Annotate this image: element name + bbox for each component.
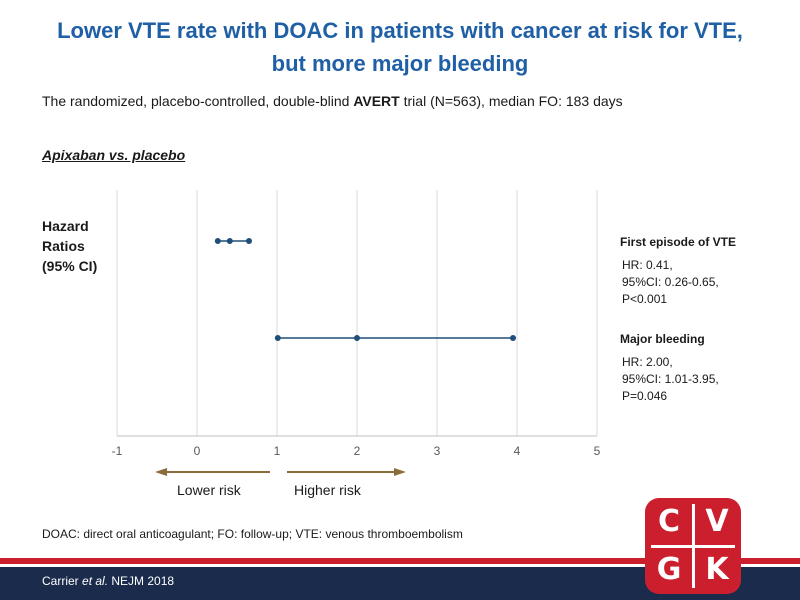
subtitle: The randomized, placebo-controlled, doub… [42,93,623,109]
logo-letter: K [705,552,729,587]
annotation-line: HR: 2.00, [622,355,673,369]
page-title: Lower VTE rate with DOAC in patients wit… [0,14,800,80]
annotation-line: 95%CI: 0.26-0.65, [622,275,719,289]
ci-lower-point [274,335,281,341]
title-line-1: Lower VTE rate with DOAC in patients wit… [57,18,743,43]
annotation-line: P<0.001 [622,292,668,306]
subtitle-post: trial (N=563), median FO: 183 days [399,93,623,109]
annotation-line: HR: 0.41, [622,258,673,272]
hr-point [354,335,360,341]
x-tick-label: 4 [514,444,521,458]
footnote: DOAC: direct oral anticoagulant; FO: fol… [42,527,463,541]
citation-italic: et al. [82,574,109,588]
y-label-line: Ratios [42,238,85,254]
annotation-line: P=0.046 [622,389,668,403]
higher-risk-arrow-head [394,468,406,476]
title-line-2: but more major bleeding [271,51,529,76]
x-tick-label: -1 [112,444,123,458]
logo-letter: C [657,504,681,539]
ci-upper-point [510,335,516,341]
cvgk-logo: C V G K [645,498,741,594]
citation: Carrier et al. NEJM 2018 [42,574,174,588]
ci-lower-point [214,238,221,244]
subtitle-pre: The randomized, placebo-controlled, doub… [42,93,354,109]
annotation-title-bleeding: Major bleeding [620,332,705,346]
lower-risk-arrow-head [155,468,167,476]
x-tick-label: 2 [354,444,361,458]
ci-upper-point [246,238,252,244]
hr-point [226,238,233,244]
annotation-bleeding: HR: 2.00, 95%CI: 1.01-3.95, P=0.046 [622,354,719,405]
footer-accent-stripe [0,558,800,564]
lower-risk-label: Lower risk [177,482,241,498]
logo-divider [692,504,695,588]
section-label: Apixaban vs. placebo [42,147,186,163]
annotation-line: 95%CI: 1.01-3.95, [622,372,719,386]
annotation-title-vte: First episode of VTE [620,235,737,249]
subtitle-trial-name: AVERT [353,93,400,109]
y-label-line: Hazard [42,218,89,234]
citation-post: NEJM 2018 [108,574,175,588]
annotation-vte: HR: 0.41, 95%CI: 0.26-0.65, P<0.001 [622,257,719,308]
x-tick-label: 1 [274,444,281,458]
x-tick-label: 3 [434,444,441,458]
x-tick-label: 5 [594,444,601,458]
y-label-line: (95% CI) [42,258,98,274]
logo-letter: G [656,552,682,587]
logo-letter: V [705,504,729,539]
x-tick-label: 0 [194,444,201,458]
citation-pre: Carrier [42,574,83,588]
higher-risk-label: Higher risk [294,482,361,498]
y-axis-label: Hazard Ratios (95% CI) [42,216,122,276]
